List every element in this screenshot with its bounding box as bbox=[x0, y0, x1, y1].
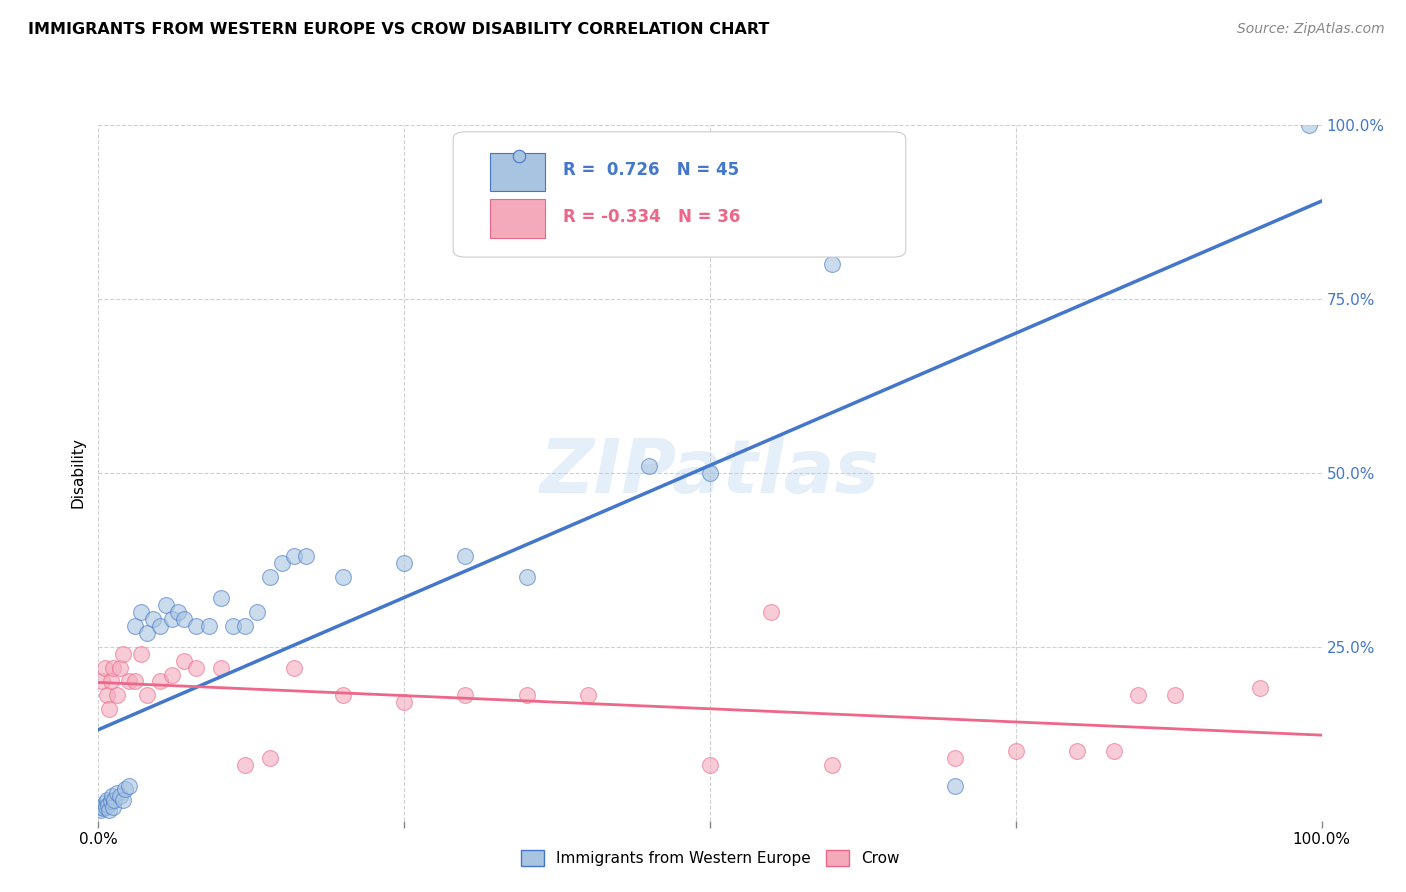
Point bbox=[821, 758, 844, 772]
Point bbox=[105, 786, 128, 800]
Point bbox=[392, 556, 416, 570]
Point bbox=[943, 779, 966, 793]
Point bbox=[454, 689, 477, 703]
Point bbox=[332, 570, 354, 584]
Point bbox=[98, 702, 121, 716]
Point bbox=[259, 570, 281, 584]
FancyBboxPatch shape bbox=[489, 199, 546, 237]
Point bbox=[118, 674, 141, 689]
Point bbox=[110, 789, 132, 804]
Point bbox=[173, 612, 195, 626]
Point bbox=[124, 674, 146, 689]
Point bbox=[155, 598, 177, 612]
Point bbox=[186, 619, 208, 633]
Point bbox=[114, 782, 136, 797]
Point bbox=[111, 793, 134, 807]
Point bbox=[110, 660, 132, 674]
Point bbox=[270, 556, 294, 570]
Point bbox=[96, 689, 118, 703]
Point bbox=[91, 807, 114, 822]
Point bbox=[259, 751, 281, 765]
Point bbox=[173, 654, 195, 668]
Point bbox=[93, 660, 115, 674]
Point bbox=[129, 647, 152, 661]
Point bbox=[160, 612, 183, 626]
FancyBboxPatch shape bbox=[453, 132, 905, 257]
Point bbox=[209, 660, 232, 674]
Point bbox=[101, 660, 124, 674]
Point bbox=[91, 674, 114, 689]
Point bbox=[149, 619, 172, 633]
Point bbox=[1004, 744, 1026, 758]
Point bbox=[118, 779, 141, 793]
Point bbox=[821, 257, 844, 271]
Text: R = -0.334   N = 36: R = -0.334 N = 36 bbox=[564, 208, 741, 226]
Point bbox=[111, 647, 134, 661]
Point bbox=[186, 660, 208, 674]
Point bbox=[943, 751, 966, 765]
Point bbox=[90, 803, 112, 817]
Text: R =  0.726   N = 45: R = 0.726 N = 45 bbox=[564, 161, 740, 179]
Point bbox=[699, 466, 721, 480]
Text: IMMIGRANTS FROM WESTERN EUROPE VS CROW DISABILITY CORRELATION CHART: IMMIGRANTS FROM WESTERN EUROPE VS CROW D… bbox=[28, 22, 769, 37]
Point bbox=[1102, 744, 1125, 758]
Point bbox=[97, 798, 120, 813]
Text: ZIPatlas: ZIPatlas bbox=[540, 436, 880, 509]
Point bbox=[295, 549, 318, 564]
Legend: Immigrants from Western Europe, Crow: Immigrants from Western Europe, Crow bbox=[515, 844, 905, 872]
Point bbox=[105, 689, 128, 703]
Point bbox=[101, 799, 124, 814]
Point bbox=[233, 758, 256, 772]
Point bbox=[94, 799, 117, 814]
Point bbox=[136, 625, 159, 640]
Point bbox=[761, 605, 783, 619]
Point bbox=[136, 689, 159, 703]
Y-axis label: Disability: Disability bbox=[70, 437, 86, 508]
Point bbox=[516, 570, 538, 584]
Point bbox=[100, 674, 122, 689]
Point bbox=[283, 660, 305, 674]
Point bbox=[101, 789, 124, 804]
Text: Source: ZipAtlas.com: Source: ZipAtlas.com bbox=[1237, 22, 1385, 37]
Point bbox=[91, 801, 114, 815]
Point bbox=[1164, 689, 1187, 703]
Point bbox=[160, 667, 183, 681]
Point bbox=[454, 549, 477, 564]
Point bbox=[167, 605, 190, 619]
Point bbox=[1128, 689, 1150, 703]
Point bbox=[98, 803, 121, 817]
Point bbox=[124, 619, 146, 633]
Point bbox=[1066, 744, 1088, 758]
Point bbox=[699, 758, 721, 772]
Point bbox=[96, 793, 118, 807]
Point bbox=[246, 605, 269, 619]
Point bbox=[233, 619, 256, 633]
Point bbox=[222, 619, 245, 633]
Point bbox=[1250, 681, 1272, 696]
Point bbox=[392, 695, 416, 709]
Point bbox=[1298, 118, 1320, 132]
Point bbox=[576, 689, 599, 703]
Point bbox=[142, 612, 165, 626]
Point bbox=[638, 458, 661, 473]
Point bbox=[149, 674, 172, 689]
Point bbox=[197, 619, 219, 633]
Point bbox=[93, 796, 115, 810]
Point bbox=[103, 793, 125, 807]
Point bbox=[129, 605, 152, 619]
Point bbox=[516, 689, 538, 703]
FancyBboxPatch shape bbox=[489, 153, 546, 191]
Point bbox=[283, 549, 305, 564]
Point bbox=[100, 794, 122, 808]
Point bbox=[209, 591, 232, 605]
Point bbox=[332, 689, 354, 703]
Point bbox=[91, 799, 114, 814]
